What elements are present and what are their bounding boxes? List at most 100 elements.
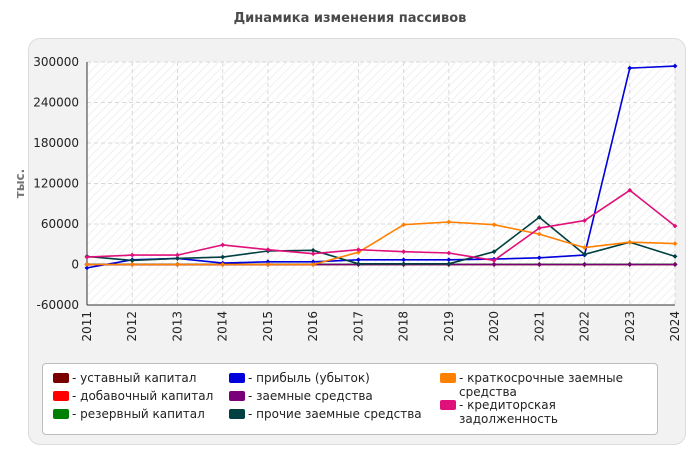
legend-swatch [53, 409, 69, 419]
legend-item: - добавочный капитал [53, 389, 213, 403]
y-tick-label: 60000 [41, 217, 79, 231]
legend-item: - прочие заемные средства [229, 407, 422, 421]
series-line [86, 216, 676, 265]
x-tick-label: 2022 [578, 311, 592, 342]
data-point [401, 222, 407, 228]
data-point [627, 187, 633, 193]
legend-label: - добавочный капитал [72, 389, 214, 403]
data-point [672, 254, 678, 259]
data-point [355, 261, 361, 267]
x-tick-label: 2012 [125, 311, 139, 342]
data-point [175, 252, 180, 258]
legend-swatch [229, 409, 245, 419]
x-tick-label: 2014 [216, 311, 230, 342]
x-tick-label: 2016 [306, 311, 320, 342]
legend-swatch [53, 391, 69, 401]
data-point [627, 65, 633, 71]
data-point [536, 255, 542, 261]
data-point [582, 262, 587, 267]
data-point [220, 254, 226, 260]
legend-label: - кредиторская задолженность [459, 398, 558, 426]
x-tick-label: 2018 [397, 311, 411, 342]
data-point [129, 258, 135, 263]
legend-label: - резервный капитал [72, 407, 205, 421]
data-point [446, 257, 452, 263]
legend-item: - кредиторская задолженность [440, 398, 645, 426]
data-point [627, 239, 633, 245]
data-point [129, 262, 135, 267]
data-point [446, 219, 452, 225]
legend-label: - заемные средства [248, 389, 373, 403]
data-point [265, 259, 271, 265]
data-point [355, 247, 361, 253]
legend-item: - уставный капитал [53, 371, 196, 385]
data-point [310, 262, 316, 267]
legend: - уставный капитал - добавочный капитал - … [42, 363, 658, 435]
x-tick-label: 2024 [668, 311, 682, 342]
legend-item: - резервный капитал [53, 407, 205, 421]
chart-title: Динамика изменения пассивов [233, 11, 467, 26]
legend-item: - заемные средства [229, 389, 373, 403]
data-point [536, 225, 542, 231]
data-point [265, 262, 271, 267]
data-point [536, 262, 542, 267]
data-point [582, 218, 587, 224]
data-point [175, 262, 180, 267]
data-point [582, 245, 587, 251]
data-point [129, 252, 135, 258]
x-tick-label: 2013 [170, 311, 184, 342]
legend-label: - прибыль (убыток) [248, 371, 370, 385]
x-tick-label: 2021 [532, 311, 546, 342]
data-point [536, 231, 542, 237]
data-point [84, 254, 90, 260]
data-point [84, 262, 90, 267]
data-point [446, 261, 452, 267]
data-point [310, 251, 316, 257]
data-point [446, 250, 452, 256]
x-tick-label: 2020 [487, 311, 501, 342]
y-tick-label: 180000 [33, 136, 79, 150]
data-point [491, 258, 497, 263]
legend-swatch [229, 391, 245, 401]
data-point [536, 214, 542, 220]
data-point [220, 242, 226, 248]
data-point [672, 63, 678, 69]
x-tick-label: 2015 [261, 311, 275, 342]
y-tick-label: -60000 [36, 298, 79, 312]
data-point [220, 262, 226, 267]
legend-label: - краткосрочные заемные средства [459, 371, 623, 399]
data-point [310, 259, 316, 265]
data-point [265, 247, 271, 253]
legend-label: - уставный капитал [72, 371, 197, 385]
series-line [86, 65, 676, 269]
data-point [84, 265, 90, 271]
data-point [491, 262, 497, 267]
data-point [401, 257, 407, 263]
data-point [310, 247, 316, 253]
x-tick-label: 2011 [80, 311, 94, 342]
data-point [582, 251, 587, 257]
legend-swatch [229, 373, 245, 383]
data-point [175, 256, 180, 261]
data-point [672, 241, 678, 246]
y-tick-label: 120000 [33, 177, 79, 191]
y-tick-label: 0 [71, 258, 79, 272]
y-axis-label: тыс. [13, 169, 27, 198]
data-point [491, 222, 497, 228]
x-tick-label: 2019 [442, 311, 456, 342]
y-tick-label: 240000 [33, 96, 79, 110]
legend-swatch [53, 373, 69, 383]
x-tick-label: 2023 [623, 311, 637, 342]
series-line [86, 189, 676, 262]
data-point [672, 223, 678, 229]
legend-swatch [440, 400, 456, 410]
data-point [491, 249, 497, 255]
series-line [87, 221, 676, 266]
y-tick-label: 300000 [33, 55, 79, 69]
legend-item: - краткосрочные заемные средства [440, 371, 645, 399]
data-point [355, 257, 361, 263]
data-point [401, 249, 407, 255]
data-point [672, 262, 678, 267]
x-tick-label: 2017 [351, 311, 365, 342]
